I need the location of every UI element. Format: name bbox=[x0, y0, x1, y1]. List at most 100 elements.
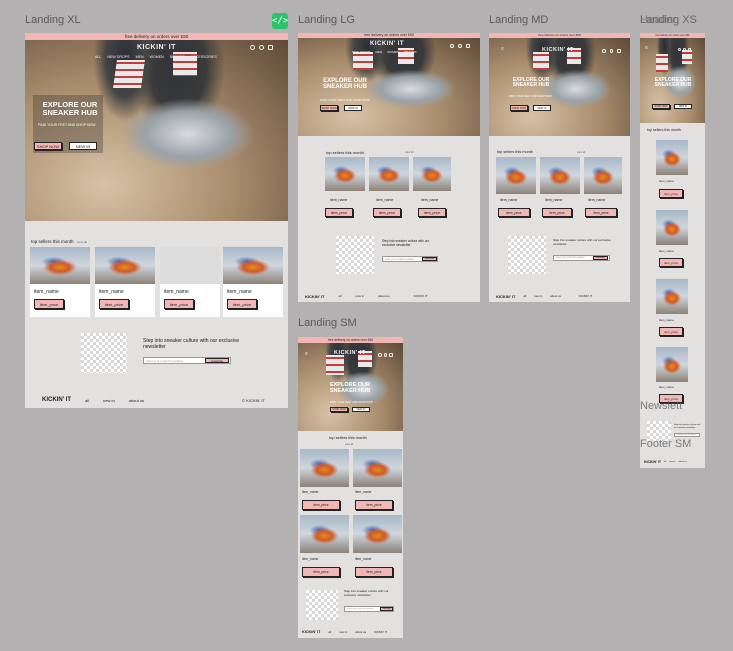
footer-link-all[interactable]: all bbox=[338, 294, 342, 298]
product-price-button[interactable]: item_price bbox=[227, 299, 257, 309]
product-price-button[interactable]: item_price bbox=[542, 208, 572, 217]
product-price-button[interactable]: item_price bbox=[659, 189, 683, 198]
newsletter-subscribe-button[interactable]: subscribe bbox=[422, 257, 437, 261]
frame-label-header[interactable]: Header bbox=[640, 14, 677, 26]
footer-link-new-in[interactable]: new in bbox=[339, 630, 348, 634]
nav-item-women[interactable]: WOMEN bbox=[387, 50, 400, 54]
product-image[interactable] bbox=[656, 347, 688, 382]
new-in-button[interactable]: NEW IN bbox=[69, 142, 97, 150]
code-icon[interactable]: </> bbox=[272, 13, 288, 29]
footer-link-new-in[interactable]: new in bbox=[669, 461, 676, 463]
new-in-button[interactable]: NEW IN bbox=[352, 407, 370, 412]
brand-logo[interactable]: KICKIN' IT bbox=[370, 41, 405, 47]
footer-link-about-us[interactable]: about us bbox=[378, 294, 390, 298]
view-all-link[interactable]: view all bbox=[345, 443, 354, 446]
frame-landing-sm[interactable]: free delivery on orders over £50 ≡ KICKI… bbox=[298, 337, 403, 638]
product-card[interactable]: item_name item_price bbox=[30, 247, 90, 317]
product-price-button[interactable]: item_price bbox=[498, 208, 530, 217]
nav-item-new-drops[interactable]: NEW DROPS bbox=[352, 50, 371, 54]
product-price-button[interactable]: item_price bbox=[355, 500, 393, 510]
product-card[interactable]: item_name item_price bbox=[160, 247, 220, 317]
newsletter-subscribe-button[interactable]: subscribe bbox=[205, 358, 229, 363]
product-price-button[interactable]: item_price bbox=[659, 327, 683, 336]
nav-item-men[interactable]: MEN bbox=[375, 50, 383, 54]
product-image[interactable] bbox=[353, 515, 402, 553]
user-icon[interactable] bbox=[683, 48, 686, 51]
search-icon[interactable] bbox=[678, 48, 681, 51]
nav-item-men[interactable]: MEN bbox=[135, 55, 144, 59]
product-price-button[interactable]: item_price bbox=[659, 258, 683, 267]
nav-item-women[interactable]: WOMEN bbox=[149, 55, 164, 59]
bag-icon[interactable] bbox=[389, 353, 393, 357]
new-in-button[interactable]: NEW IN bbox=[674, 104, 692, 109]
shop-now-button[interactable]: SHOP NOW bbox=[510, 105, 528, 111]
product-price-button[interactable]: item_price bbox=[659, 394, 683, 403]
user-icon[interactable] bbox=[383, 353, 387, 357]
bag-icon[interactable] bbox=[466, 44, 470, 48]
product-card[interactable] bbox=[413, 157, 451, 191]
brand-logo[interactable]: KICKIN' IT bbox=[334, 350, 366, 356]
product-image[interactable] bbox=[300, 515, 349, 553]
user-icon[interactable] bbox=[609, 49, 613, 53]
product-price-button[interactable]: item_price bbox=[418, 208, 446, 217]
new-in-button[interactable]: NEW IN bbox=[533, 105, 551, 111]
newsletter-subscribe-button[interactable]: subscribe bbox=[593, 256, 608, 260]
footer-brand[interactable]: KICKIN' IT bbox=[305, 293, 325, 299]
product-image[interactable] bbox=[584, 157, 622, 194]
footer-link-about-us[interactable]: about us bbox=[355, 630, 367, 634]
frame-label-footer[interactable]: Footer SM bbox=[640, 438, 692, 450]
shop-now-button[interactable]: SHOP NOW bbox=[320, 105, 338, 111]
nav-item-all[interactable]: ALL bbox=[95, 55, 102, 59]
product-image[interactable] bbox=[353, 449, 402, 487]
shop-now-button[interactable]: SHOP NOW bbox=[34, 142, 62, 150]
product-price-button[interactable]: item_price bbox=[585, 208, 617, 217]
brand-logo[interactable]: KICKIN' IT bbox=[137, 44, 176, 51]
newsletter-email-input[interactable]: enter your email for updates bbox=[382, 256, 438, 262]
footer-brand[interactable]: KICKIN' IT bbox=[496, 293, 516, 299]
nav-item-new-drops[interactable]: NEW DROPS bbox=[107, 55, 130, 59]
newsletter-email-input[interactable]: enter your email for updates bbox=[143, 357, 231, 364]
newsletter-email-input[interactable]: enter your email for updates bbox=[553, 255, 610, 261]
product-price-button[interactable]: item_price bbox=[325, 208, 353, 217]
product-price-button[interactable]: item_price bbox=[99, 299, 129, 309]
frame-label-xl[interactable]: Landing XL bbox=[25, 14, 81, 26]
footer-link-new-in[interactable]: new in bbox=[103, 397, 115, 403]
frame-landing-md[interactable]: free delivery on orders over £50 ≡ KICKI… bbox=[489, 33, 630, 302]
search-icon[interactable] bbox=[378, 353, 382, 357]
frame-label-sm[interactable]: Landing SM bbox=[298, 317, 357, 329]
product-price-button[interactable]: item_price bbox=[34, 299, 64, 309]
product-price-button[interactable]: item_price bbox=[164, 299, 194, 309]
product-image[interactable] bbox=[300, 449, 349, 487]
footer-link-all[interactable]: all bbox=[523, 294, 527, 298]
footer-link-new-in[interactable]: new in bbox=[534, 294, 543, 298]
menu-icon[interactable]: ≡ bbox=[645, 45, 648, 51]
product-image[interactable] bbox=[656, 279, 688, 314]
product-image[interactable] bbox=[656, 210, 688, 245]
view-all-link[interactable]: view all bbox=[77, 240, 87, 244]
frame-landing-xs[interactable]: free delivery on orders over £50 ≡ EXPLO… bbox=[640, 33, 705, 468]
bag-icon[interactable] bbox=[688, 48, 691, 51]
view-all-link[interactable]: view all bbox=[405, 151, 414, 154]
frame-label-newsletter[interactable]: Newslett bbox=[640, 400, 683, 412]
footer-link-all[interactable]: all bbox=[328, 630, 332, 634]
product-price-button[interactable]: item_price bbox=[355, 567, 393, 577]
bag-icon[interactable] bbox=[617, 49, 621, 53]
search-icon[interactable] bbox=[250, 45, 255, 50]
footer-brand[interactable]: KICKIN' IT bbox=[42, 397, 72, 403]
product-card[interactable]: item_name item_price bbox=[95, 247, 155, 317]
shop-now-button[interactable]: SHOP NOW bbox=[652, 104, 670, 109]
product-price-button[interactable]: item_price bbox=[302, 567, 340, 577]
nav-item-accessories[interactable]: ACCESSORIES bbox=[190, 55, 217, 59]
product-image[interactable] bbox=[496, 157, 536, 194]
user-icon[interactable] bbox=[259, 45, 264, 50]
search-icon[interactable] bbox=[602, 49, 606, 53]
product-card[interactable] bbox=[325, 157, 365, 191]
frame-label-lg[interactable]: Landing LG bbox=[298, 14, 355, 26]
footer-link-about-us[interactable]: about us bbox=[550, 294, 562, 298]
frame-label-xs[interactable]: Landing XS bbox=[640, 14, 697, 26]
footer-link-about-us[interactable]: about us bbox=[128, 397, 145, 403]
bag-icon[interactable] bbox=[268, 45, 273, 50]
product-price-button[interactable]: item_price bbox=[302, 500, 340, 510]
product-image[interactable] bbox=[656, 140, 688, 175]
search-icon[interactable] bbox=[450, 44, 454, 48]
